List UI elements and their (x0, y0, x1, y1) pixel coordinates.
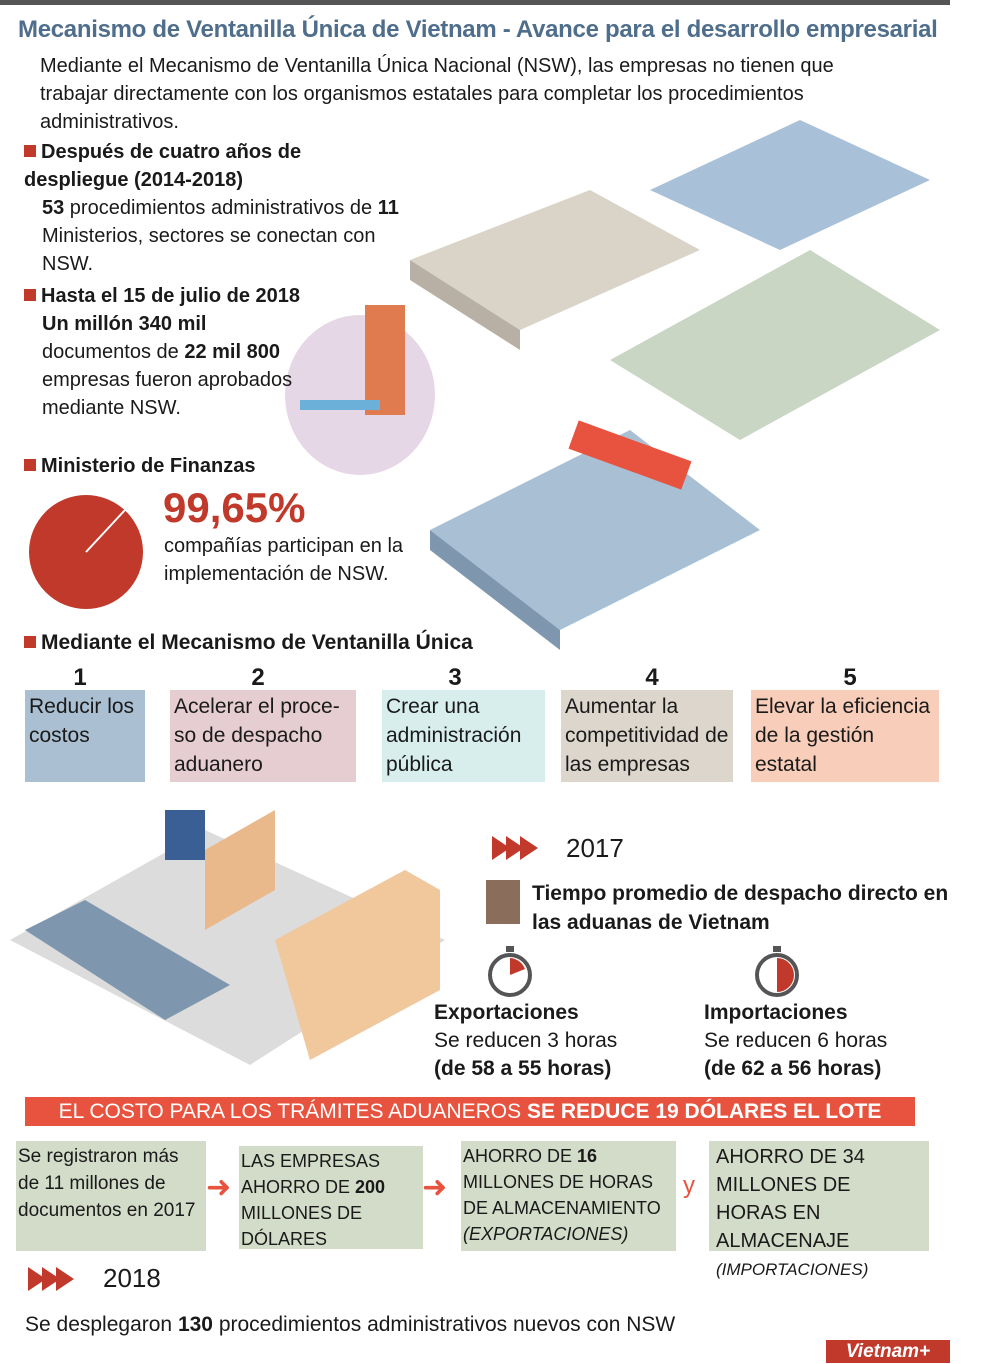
procedures-2018: Se desplegaron 130 procedimientos admini… (25, 1313, 675, 1337)
section-heading: Ministerio de Finanzas (41, 455, 256, 477)
stat-text: Se desplegaron (25, 1313, 178, 1336)
box-text: MILLONES DE HORAS DE ALMACENAMIENTO (463, 1172, 661, 1218)
percent-value: 99,65% (163, 484, 306, 531)
box-note: (EXPORTACIONES) (463, 1224, 629, 1244)
bullet-square (24, 459, 36, 471)
stat-text: documentos de (42, 341, 185, 363)
chevron-icon (28, 1267, 74, 1291)
imports-range: (de 62 a 56 horas) (704, 1057, 882, 1080)
stat-number: Un millón 340 mil (42, 313, 207, 335)
vietnamplus-logo: Vietnam+ (826, 1340, 950, 1363)
section-july-2018: Hasta el 15 de julio de 2018 Un millón 3… (24, 282, 304, 422)
bullet-square (24, 145, 36, 157)
intro-text: Mediante el Mecanismo de Ventanilla Únic… (40, 55, 834, 133)
section-deployment: Después de cuatro años de despliegue (20… (24, 138, 409, 278)
box-number: 16 (577, 1146, 598, 1166)
year-2017: 2017 (566, 833, 624, 863)
box-text: AHORRO DE (463, 1146, 578, 1166)
benefit-reduce-costs: Reducir los costos (25, 690, 145, 782)
cost-banner: EL COSTO PARA LOS TRÁMITES ADUANEROS SE … (25, 1097, 915, 1126)
benefit-competitiveness: Aumentar la competitividad de las empres… (561, 690, 733, 782)
stat-text: procedimientos administrativos de (64, 197, 378, 219)
exports-reduction: Se reducen 3 horas (434, 1029, 618, 1052)
pie-slice-remaining (85, 509, 126, 553)
benefits-heading: Mediante el Mecanismo de Ventanilla Únic… (24, 629, 473, 657)
benefit-efficiency: Elevar la eficiencia de la gestión estat… (751, 690, 939, 782)
worker-illustration (285, 305, 435, 475)
top-bar (0, 0, 950, 5)
banner-highlight: SE REDUCE 19 DÓLARES EL LOTE (527, 1100, 882, 1123)
stat-text: empresas fueron aprobados mediante NSW. (42, 369, 293, 419)
box-text: AHORRO DE 34 MILLONES DE HORAS EN ALMACE… (716, 1146, 865, 1252)
percent-text: compañías participan en la implementació… (164, 535, 404, 585)
stat-number: 22 mil 800 (184, 341, 280, 363)
arrow-right-icon: ➜ (422, 1171, 448, 1204)
box-savings-imports: AHORRO DE 34 MILLONES DE HORAS EN ALMACE… (709, 1141, 929, 1279)
stat-text: Ministerios, sectores se conectan con NS… (42, 225, 376, 275)
section-heading: Mediante el Mecanismo de Ventanilla Únic… (41, 631, 473, 654)
arrow-right-icon: ➜ (206, 1171, 232, 1204)
stat-text: procedimientos administrativos nuevos co… (213, 1313, 676, 1336)
stopwatch-icon (488, 946, 532, 997)
stat-number: 53 (42, 197, 65, 219)
box-savings-exports: AHORRO DE 16 MILLONES DE HORAS DE ALMACE… (461, 1141, 676, 1251)
benefit-number: 4 (645, 664, 659, 691)
door-icon (486, 880, 520, 924)
imports-stat: Importaciones Se reducen 6 horas (de 62 … (704, 999, 887, 1083)
benefit-number: 3 (448, 664, 462, 691)
box-documents: Se registraron más de 11 millones de doc… (16, 1141, 206, 1251)
imports-reduction: Se reducen 6 horas (704, 1029, 888, 1052)
pie-chart (29, 495, 143, 609)
benefit-number: 2 (251, 664, 265, 691)
conjunction-text: y (683, 1172, 695, 1199)
section-heading: Hasta el 15 de julio de 2018 (41, 285, 301, 307)
bullet-square (24, 636, 36, 648)
benefit-public-admin: Crear una administración pública (382, 690, 545, 782)
benefit-accelerate-clearance: Acelerar el proce-so de despacho aduaner… (170, 690, 356, 782)
box-text: MILLONES DE DÓLARES (241, 1203, 363, 1249)
stopwatch-icon (755, 946, 799, 997)
section-heading: Después de cuatro años de despliegue (20… (24, 141, 302, 191)
exports-label: Exportaciones (434, 1001, 579, 1024)
imports-label: Importaciones (704, 1001, 848, 1024)
office-illustration (410, 120, 940, 650)
exports-range: (de 58 a 55 horas) (434, 1057, 612, 1080)
chevron-icon (492, 836, 538, 860)
year-2018: 2018 (103, 1263, 161, 1293)
box-text: LAS EMPRESAS AHORRO DE (241, 1151, 381, 1197)
stat-number: 130 (177, 1313, 213, 1336)
benefit-number: 1 (73, 664, 87, 691)
bullet-square (24, 289, 36, 301)
page-title: Mecanismo de Ventanilla Única de Vietnam… (18, 16, 938, 43)
warehouse-illustration (10, 810, 445, 1065)
exports-stat: Exportaciones Se reducen 3 horas (de 58 … (434, 999, 617, 1083)
stat-number: 11 (377, 197, 399, 219)
clearance-heading: Tiempo promedio de despacho directo en l… (532, 882, 949, 934)
box-number: 200 (355, 1177, 386, 1197)
box-note: (IMPORTACIONES) (716, 1260, 869, 1279)
box-savings-dollars: LAS EMPRESAS AHORRO DE 200 MILLONES DE D… (239, 1146, 423, 1249)
banner-text: EL COSTO PARA LOS TRÁMITES ADUANEROS (58, 1100, 527, 1123)
benefit-number: 5 (843, 664, 857, 691)
section-finance: Ministerio de Finanzas (24, 452, 255, 480)
